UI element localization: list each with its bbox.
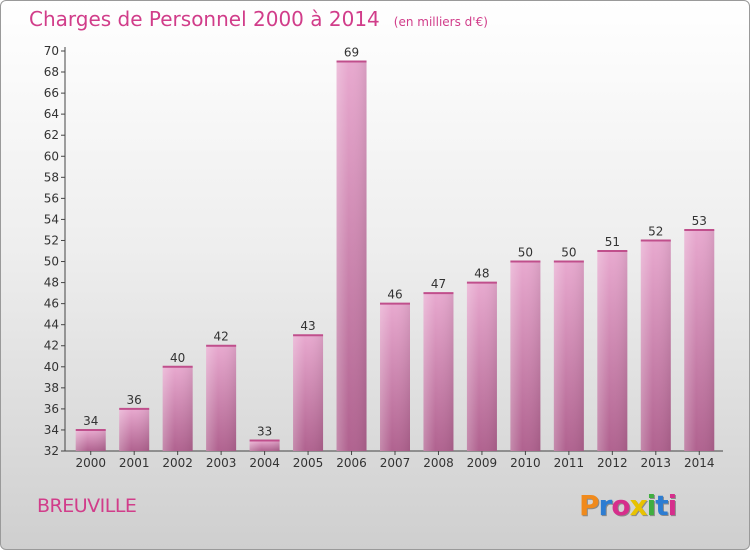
bar-value-label: 51 (605, 235, 620, 249)
y-tick: 68 (44, 65, 65, 79)
bar-shade (380, 303, 410, 451)
x-tick-label: 2001 (119, 456, 150, 470)
logo-letter: i (667, 489, 678, 522)
bar-shade (75, 429, 106, 451)
proxiti-logo[interactable]: Proxiti (579, 489, 678, 522)
bar-shade (466, 282, 497, 451)
x-tick-label: 2010 (510, 456, 541, 470)
bar-value-label: 52 (648, 224, 663, 238)
y-tick: 56 (44, 191, 65, 205)
chart-title: Charges de Personnel 2000 à 2014 (en mill… (29, 7, 488, 31)
y-tick: 32 (44, 444, 65, 458)
title-text: Charges de Personnel 2000 à 2014 (29, 7, 380, 31)
y-tick: 58 (44, 170, 65, 184)
bar-shade (684, 229, 715, 451)
x-tick-label: 2011 (554, 456, 585, 470)
y-tick: 36 (44, 402, 65, 416)
y-tick-label: 52 (44, 233, 59, 247)
y-tick-label: 48 (44, 276, 59, 290)
y-tick-label: 36 (44, 402, 59, 416)
bar-value-label: 40 (170, 351, 185, 365)
y-tick-label: 50 (44, 255, 59, 269)
x-tick-label: 2006 (336, 456, 367, 470)
y-tick: 40 (44, 360, 65, 374)
bar-shade (206, 345, 237, 451)
y-tick: 48 (44, 276, 65, 290)
x-tick-label: 2002 (162, 456, 193, 470)
bar-value-label: 53 (692, 214, 707, 228)
y-tick-label: 62 (44, 128, 59, 142)
bar-shade (423, 293, 454, 451)
x-tick-label: 2004 (249, 456, 280, 470)
logo-letter: r (598, 489, 613, 522)
bar-shade (597, 251, 628, 451)
y-tick-label: 38 (44, 381, 59, 395)
bar-value-label: 34 (83, 414, 98, 428)
y-tick-label: 68 (44, 65, 59, 79)
bar-shade (293, 335, 324, 451)
bar-value-label: 47 (431, 277, 446, 291)
x-tick-label: 2008 (423, 456, 454, 470)
bar-value-label: 33 (257, 424, 272, 438)
y-tick-label: 56 (44, 191, 59, 205)
y-tick-label: 60 (44, 149, 59, 163)
y-tick: 52 (44, 233, 65, 247)
y-tick: 62 (44, 128, 65, 142)
y-tick: 38 (44, 381, 65, 395)
x-tick-label: 2012 (597, 456, 628, 470)
bar-shade (162, 366, 193, 451)
bar-shade (510, 261, 541, 451)
bar-value-label: 46 (387, 288, 402, 302)
y-tick-label: 32 (44, 444, 59, 458)
x-tick-label: 2014 (684, 456, 715, 470)
bar-value-label: 36 (127, 393, 142, 407)
y-tick-label: 54 (44, 212, 59, 226)
y-tick-label: 42 (44, 339, 59, 353)
x-tick-label: 2007 (380, 456, 411, 470)
y-tick: 42 (44, 339, 65, 353)
y-tick: 70 (44, 44, 65, 58)
x-tick-label: 2003 (206, 456, 237, 470)
y-tick-label: 46 (44, 297, 59, 311)
y-tick-label: 58 (44, 170, 59, 184)
y-tick-label: 40 (44, 360, 59, 374)
y-tick: 64 (44, 107, 65, 121)
logo-letter: P (579, 489, 600, 522)
y-tick: 54 (44, 212, 65, 226)
bar-shade (553, 261, 584, 451)
y-tick-label: 44 (44, 318, 59, 332)
y-tick-label: 34 (44, 423, 59, 437)
bar-value-label: 42 (213, 330, 228, 344)
bar-shade (249, 440, 280, 451)
x-tick-label: 2000 (75, 456, 106, 470)
y-tick-label: 64 (44, 107, 59, 121)
y-tick: 46 (44, 297, 65, 311)
bar-value-label: 50 (561, 246, 576, 260)
bar-value-label: 69 (344, 46, 359, 60)
logo-letter: x (629, 489, 648, 522)
y-tick: 44 (44, 318, 65, 332)
y-tick-label: 70 (44, 44, 59, 58)
bar-value-label: 43 (300, 319, 315, 333)
y-tick: 34 (44, 423, 65, 437)
logo-letter: t (655, 489, 668, 522)
x-tick-label: 2005 (293, 456, 324, 470)
y-tick: 66 (44, 86, 65, 100)
unit-label: (en milliers d'€) (393, 15, 488, 29)
bar-value-label: 48 (474, 267, 489, 281)
y-tick-label: 66 (44, 86, 59, 100)
bar-shade (640, 240, 671, 451)
y-tick: 60 (44, 149, 65, 163)
logo-letter: i (646, 489, 657, 522)
x-tick-label: 2013 (641, 456, 672, 470)
bar-shade (336, 61, 367, 452)
y-tick: 50 (44, 255, 65, 269)
logo-letter: o (611, 489, 630, 522)
x-tick-label: 2009 (467, 456, 498, 470)
bar-shade (119, 408, 150, 451)
bar-value-label: 50 (518, 246, 533, 260)
commune-name: BREUVILLE (37, 495, 137, 517)
